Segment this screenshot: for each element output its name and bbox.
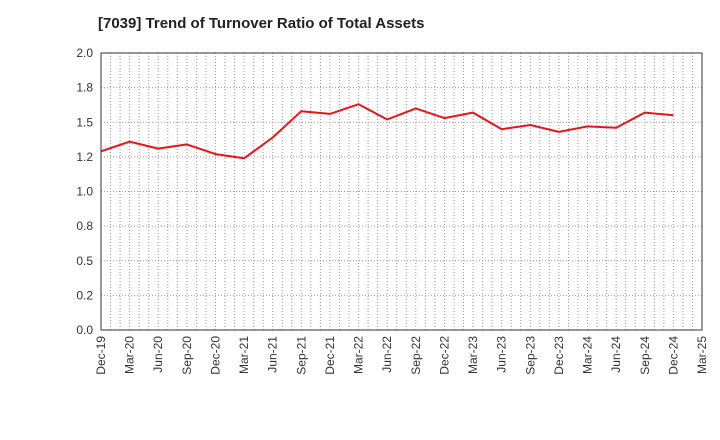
series-line (100, 103, 674, 160)
x-tick-label: Dec-24 (666, 336, 680, 375)
x-tick-label: Jun-20 (151, 336, 165, 373)
x-tick-label: Jun-24 (609, 336, 623, 373)
y-tick-label: 0.2 (76, 288, 93, 302)
y-axis-ticks: 0.0 0.2 0.5 0.8 1.0 1.2 1.5 1.8 2.0 (76, 46, 93, 337)
y-tick-label: 2.0 (76, 46, 93, 60)
y-tick-label: 0.0 (76, 323, 93, 337)
x-tick-label: Sep-20 (180, 336, 194, 375)
x-tick-label: Mar-20 (123, 336, 137, 374)
x-tick-label: Sep-21 (294, 336, 308, 375)
x-tick-label: Mar-23 (466, 336, 480, 374)
y-tick-label: 1.2 (76, 150, 93, 164)
x-tick-label: Sep-22 (409, 336, 423, 375)
plot-frame (100, 52, 703, 331)
x-tick-label: Dec-21 (323, 336, 337, 375)
x-tick-label: Dec-22 (437, 336, 451, 375)
y-tick-label: 1.5 (76, 115, 93, 129)
y-tick-label: 0.5 (76, 254, 93, 268)
x-tick-label: Jun-23 (495, 336, 509, 373)
y-tick-label: 1.0 (76, 185, 93, 199)
x-tick-label: Mar-25 (695, 336, 709, 374)
x-axis-ticks: Dec-19 Mar-20 Jun-20 Sep-20 Dec-20 Mar-21 Jun-… (94, 336, 709, 375)
x-tick-label: Dec-23 (552, 336, 566, 375)
x-tick-label: Mar-22 (352, 336, 366, 374)
x-tick-label: Sep-23 (523, 336, 537, 375)
series-layer (100, 103, 674, 160)
x-tick-label: Jun-22 (380, 336, 394, 373)
grid (101, 53, 702, 330)
chart-title: [7039] Trend of Turnover Ratio of Total … (98, 15, 425, 32)
x-tick-label: Dec-20 (208, 336, 222, 375)
x-tick-label: Mar-21 (237, 336, 251, 374)
y-tick-label: 0.8 (76, 219, 93, 233)
x-tick-label: Mar-24 (581, 336, 595, 374)
x-tick-label: Dec-19 (94, 336, 108, 375)
y-tick-label: 1.8 (76, 81, 93, 95)
x-tick-label: Sep-24 (638, 336, 652, 375)
x-tick-label: Jun-21 (266, 336, 280, 373)
